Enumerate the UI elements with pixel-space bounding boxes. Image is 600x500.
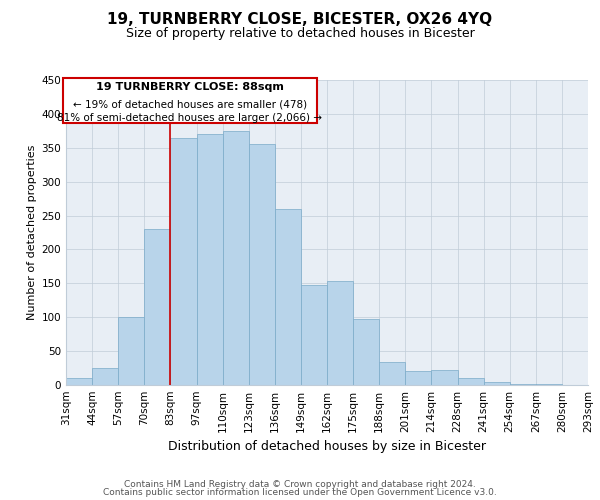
Bar: [92, 368, 118, 385]
Bar: [118, 317, 145, 385]
Bar: [353, 320, 379, 385]
Bar: [327, 282, 353, 385]
Bar: [170, 138, 197, 385]
Text: 19, TURNBERRY CLOSE, BICESTER, OX26 4YQ: 19, TURNBERRY CLOSE, BICESTER, OX26 4YQ: [107, 12, 493, 28]
Text: 19 TURNBERRY CLOSE: 88sqm: 19 TURNBERRY CLOSE: 88sqm: [96, 82, 284, 92]
Text: 81% of semi-detached houses are larger (2,066) →: 81% of semi-detached houses are larger (…: [58, 112, 322, 122]
Bar: [484, 382, 510, 385]
Bar: [536, 384, 562, 385]
Bar: [431, 370, 458, 385]
Text: Contains public sector information licensed under the Open Government Licence v3: Contains public sector information licen…: [103, 488, 497, 497]
Bar: [458, 378, 484, 385]
Bar: [301, 284, 327, 385]
Bar: [510, 384, 536, 385]
Text: Size of property relative to detached houses in Bicester: Size of property relative to detached ho…: [125, 28, 475, 40]
Bar: [275, 209, 301, 385]
Bar: [223, 131, 249, 385]
Text: ← 19% of detached houses are smaller (478): ← 19% of detached houses are smaller (47…: [73, 99, 307, 109]
Text: Contains HM Land Registry data © Crown copyright and database right 2024.: Contains HM Land Registry data © Crown c…: [124, 480, 476, 489]
Bar: [145, 229, 170, 385]
Bar: [379, 362, 406, 385]
Bar: [406, 371, 431, 385]
X-axis label: Distribution of detached houses by size in Bicester: Distribution of detached houses by size …: [168, 440, 486, 454]
Bar: [249, 144, 275, 385]
Bar: [66, 378, 92, 385]
Bar: [197, 134, 223, 385]
Y-axis label: Number of detached properties: Number of detached properties: [27, 145, 37, 320]
